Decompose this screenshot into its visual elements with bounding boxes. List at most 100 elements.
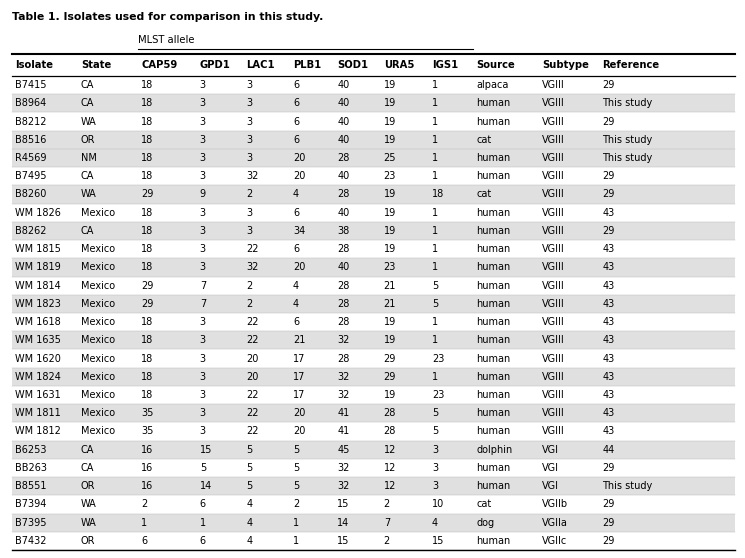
Text: human: human <box>476 335 510 345</box>
Text: 1: 1 <box>432 226 438 236</box>
Text: 2: 2 <box>247 299 253 309</box>
Bar <box>12 295 735 313</box>
Text: 32: 32 <box>337 335 349 345</box>
Text: NM: NM <box>81 153 97 163</box>
Text: WM 1823: WM 1823 <box>15 299 61 309</box>
Text: human: human <box>476 354 510 364</box>
Text: human: human <box>476 299 510 309</box>
Text: B7495: B7495 <box>15 171 46 181</box>
Text: 4: 4 <box>293 299 299 309</box>
Text: 34: 34 <box>293 226 305 236</box>
Text: 18: 18 <box>141 171 153 181</box>
Text: 43: 43 <box>602 408 615 418</box>
Text: Mexico: Mexico <box>81 262 115 272</box>
Text: 4: 4 <box>293 281 299 291</box>
Text: 1: 1 <box>293 536 299 546</box>
Text: WM 1631: WM 1631 <box>15 390 61 400</box>
Text: 3: 3 <box>247 226 253 236</box>
Text: 3: 3 <box>200 426 206 436</box>
Text: VGIII: VGIII <box>542 408 565 418</box>
Text: human: human <box>476 226 510 236</box>
Text: OR: OR <box>81 481 95 491</box>
Text: Table 1. Isolates used for comparison in this study.: Table 1. Isolates used for comparison in… <box>12 12 323 22</box>
Text: 2: 2 <box>293 499 299 509</box>
Text: Mexico: Mexico <box>81 372 115 382</box>
Text: 41: 41 <box>337 408 349 418</box>
Text: 3: 3 <box>200 372 206 382</box>
Text: 18: 18 <box>141 354 153 364</box>
Text: WA: WA <box>81 190 97 200</box>
Text: 5: 5 <box>247 481 253 491</box>
Text: 16: 16 <box>141 481 153 491</box>
Text: 3: 3 <box>247 153 253 163</box>
Text: 43: 43 <box>602 317 615 327</box>
Text: 2: 2 <box>141 499 148 509</box>
Text: 17: 17 <box>293 390 305 400</box>
Bar <box>12 222 735 240</box>
Text: 18: 18 <box>432 190 444 200</box>
Text: 20: 20 <box>293 171 305 181</box>
Text: 20: 20 <box>293 408 305 418</box>
Text: 21: 21 <box>293 335 305 345</box>
Text: WA: WA <box>81 499 97 509</box>
Text: B8964: B8964 <box>15 98 46 108</box>
Bar <box>12 441 735 459</box>
Text: 32: 32 <box>337 372 349 382</box>
Text: 3: 3 <box>247 208 253 218</box>
Text: 40: 40 <box>337 208 349 218</box>
Text: Mexico: Mexico <box>81 244 115 254</box>
Bar <box>12 368 735 386</box>
Text: 29: 29 <box>602 190 615 200</box>
Text: 45: 45 <box>337 445 349 455</box>
Text: WM 1618: WM 1618 <box>15 317 61 327</box>
Text: CA: CA <box>81 98 95 108</box>
Text: 4: 4 <box>247 536 253 546</box>
Text: 3: 3 <box>200 171 206 181</box>
Text: VGI: VGI <box>542 481 559 491</box>
Text: 12: 12 <box>384 463 396 473</box>
Text: 15: 15 <box>337 536 349 546</box>
Text: 43: 43 <box>602 354 615 364</box>
Text: 21: 21 <box>384 281 396 291</box>
Text: 29: 29 <box>384 354 396 364</box>
Bar <box>12 513 735 532</box>
Text: human: human <box>476 208 510 218</box>
Text: 6: 6 <box>200 499 206 509</box>
Text: BB263: BB263 <box>15 463 47 473</box>
Text: IGS1: IGS1 <box>432 60 458 70</box>
Text: WM 1819: WM 1819 <box>15 262 61 272</box>
Text: CA: CA <box>81 226 95 236</box>
Text: VGIII: VGIII <box>542 354 565 364</box>
Text: 3: 3 <box>247 80 253 90</box>
Text: This study: This study <box>602 135 653 145</box>
Bar <box>12 149 735 167</box>
Text: 43: 43 <box>602 208 615 218</box>
Text: 3: 3 <box>200 98 206 108</box>
Text: 4: 4 <box>293 190 299 200</box>
Text: VGIII: VGIII <box>542 335 565 345</box>
Text: 19: 19 <box>384 80 396 90</box>
Text: 17: 17 <box>293 372 305 382</box>
Text: dolphin: dolphin <box>476 445 513 455</box>
Text: 3: 3 <box>200 390 206 400</box>
Text: 1: 1 <box>432 262 438 272</box>
Text: WM 1811: WM 1811 <box>15 408 61 418</box>
Text: Mexico: Mexico <box>81 354 115 364</box>
Text: 3: 3 <box>200 262 206 272</box>
Text: SOD1: SOD1 <box>337 60 368 70</box>
Text: CA: CA <box>81 80 95 90</box>
Text: 18: 18 <box>141 208 153 218</box>
Text: VGIII: VGIII <box>542 317 565 327</box>
Text: 28: 28 <box>337 190 349 200</box>
Text: 6: 6 <box>293 98 299 108</box>
Text: VGIII: VGIII <box>542 226 565 236</box>
Text: CA: CA <box>81 171 95 181</box>
Text: 6: 6 <box>293 135 299 145</box>
Text: 20: 20 <box>293 262 305 272</box>
Text: 3: 3 <box>432 481 438 491</box>
Text: human: human <box>476 481 510 491</box>
Text: Isolate: Isolate <box>15 60 53 70</box>
Text: VGI: VGI <box>542 463 559 473</box>
Text: 2: 2 <box>384 536 390 546</box>
Text: CA: CA <box>81 445 95 455</box>
